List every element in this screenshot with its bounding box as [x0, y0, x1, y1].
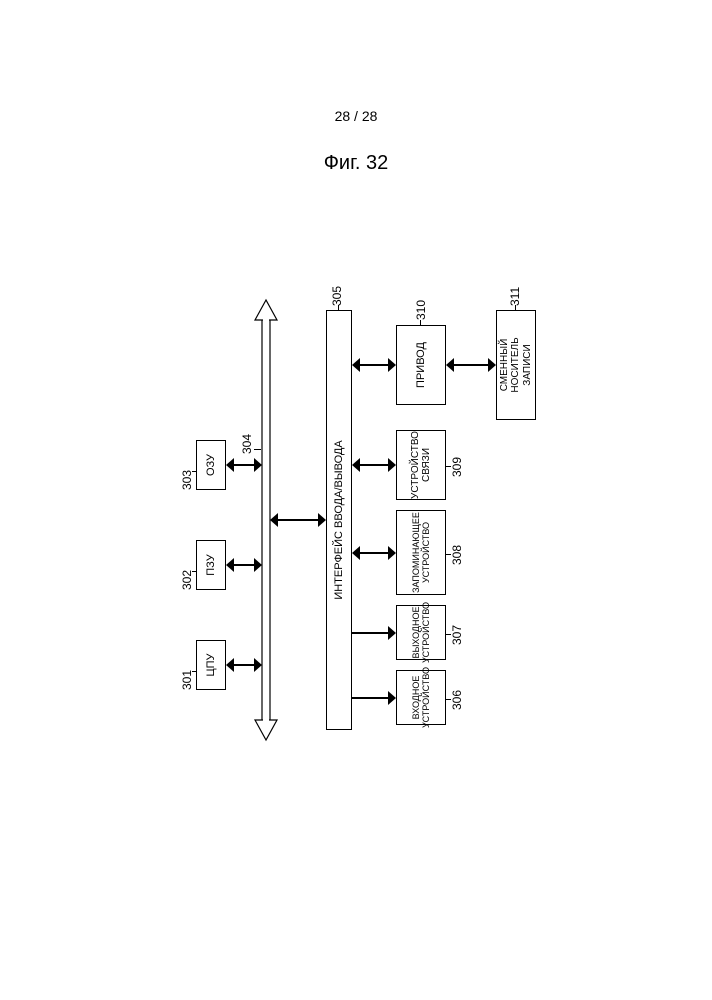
ref-tick-bus	[254, 449, 261, 450]
ref-io: 305	[330, 286, 344, 306]
ref-tick-ram	[192, 471, 196, 472]
conn-io-store	[352, 546, 396, 560]
block-input: ВХОДНОЕУСТРОЙСТВО	[396, 670, 446, 725]
ref-drive: 310	[414, 300, 428, 320]
ref-tick-drive	[420, 320, 421, 325]
ref-rom: 302	[180, 570, 194, 590]
ref-cpu: 301	[180, 670, 194, 690]
ref-bus: 304	[240, 434, 254, 454]
block-store: ЗАПОМИНАЮЩЕЕУСТРОЙСТВО	[396, 510, 446, 595]
conn-cpu-bus	[226, 658, 262, 672]
figure-title: Фиг. 32	[0, 152, 712, 175]
ref-media: 311	[508, 287, 522, 306]
ref-output: 307	[450, 625, 464, 645]
page: 28 / 28 Фиг. 32 304 ЦПУ ПЗУ ОЗУ	[0, 0, 712, 1000]
ref-tick-store	[446, 554, 451, 555]
conn-drive-media	[446, 358, 496, 372]
ref-ram: 303	[180, 470, 194, 490]
block-drive: ПРИВОД	[396, 325, 446, 405]
conn-io-drive	[352, 358, 396, 372]
ref-input: 306	[450, 690, 464, 710]
ref-tick-media	[515, 305, 516, 310]
conn-bus-io	[270, 513, 326, 527]
conn-io-input	[352, 691, 396, 705]
block-cpu: ЦПУ	[196, 640, 226, 690]
block-diagram: 304 ЦПУ ПЗУ ОЗУ 301 302 303 ИНТЕРФЕЙС ВВ…	[136, 290, 576, 750]
block-output: ВЫХОДНОЕУСТРОЙСТВО	[396, 605, 446, 660]
ref-tick-io	[338, 305, 339, 310]
ref-tick-output	[446, 634, 451, 635]
conn-rom-bus	[226, 558, 262, 572]
block-comm: УСТРОЙСТВОСВЯЗИ	[396, 430, 446, 500]
page-number: 28 / 28	[0, 108, 712, 124]
ref-tick-rom	[192, 571, 196, 572]
conn-ram-bus	[226, 458, 262, 472]
ref-store: 308	[450, 545, 464, 565]
ref-comm: 309	[450, 457, 464, 477]
block-media: СМЕННЫЙ НОСИТЕЛЬЗАПИСИ	[496, 310, 536, 420]
ref-tick-comm	[446, 466, 451, 467]
ref-tick-cpu	[192, 671, 196, 672]
block-rom: ПЗУ	[196, 540, 226, 590]
conn-io-comm	[352, 458, 396, 472]
io-interface-bar: ИНТЕРФЕЙС ВВОДА/ВЫВОДА	[326, 310, 352, 730]
ref-tick-input	[446, 699, 451, 700]
block-ram: ОЗУ	[196, 440, 226, 490]
conn-io-output	[352, 626, 396, 640]
